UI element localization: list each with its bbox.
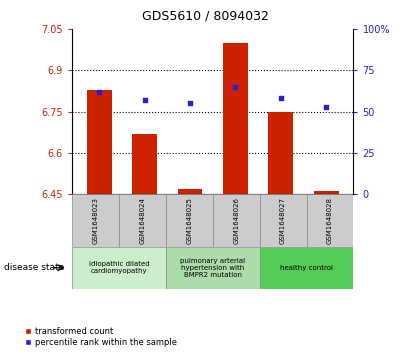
Text: healthy control: healthy control [280, 265, 333, 271]
Bar [268, 111, 293, 194]
Text: GSM1648027: GSM1648027 [280, 197, 286, 244]
Bar [260, 247, 353, 289]
Point [232, 84, 239, 90]
Point [277, 95, 284, 101]
Bar [223, 43, 248, 194]
Bar [213, 194, 260, 247]
Legend: transformed count, percentile rank within the sample: transformed count, percentile rank withi… [25, 327, 177, 347]
Bar [307, 194, 353, 247]
Text: GSM1648026: GSM1648026 [233, 197, 239, 244]
Point [323, 104, 330, 110]
Bar [166, 247, 260, 289]
Point [187, 101, 193, 106]
Bar [314, 191, 339, 194]
Text: GDS5610 / 8094032: GDS5610 / 8094032 [142, 9, 269, 22]
Text: GSM1648028: GSM1648028 [327, 197, 333, 244]
Bar [72, 194, 119, 247]
Bar [87, 90, 112, 194]
Bar [166, 194, 213, 247]
Bar [132, 134, 157, 194]
Bar [119, 194, 166, 247]
Text: disease state: disease state [4, 263, 65, 272]
Text: GSM1648025: GSM1648025 [186, 197, 192, 244]
Bar [260, 194, 307, 247]
Text: GSM1648023: GSM1648023 [92, 197, 98, 244]
Bar [72, 247, 166, 289]
Text: pulmonary arterial
hypertension with
BMPR2 mutation: pulmonary arterial hypertension with BMP… [180, 258, 245, 278]
Bar [178, 189, 203, 194]
Text: GSM1648024: GSM1648024 [139, 197, 145, 244]
Text: idiopathic dilated
cardiomyopathy: idiopathic dilated cardiomyopathy [88, 261, 149, 274]
Point [141, 97, 148, 103]
Point [96, 89, 102, 95]
